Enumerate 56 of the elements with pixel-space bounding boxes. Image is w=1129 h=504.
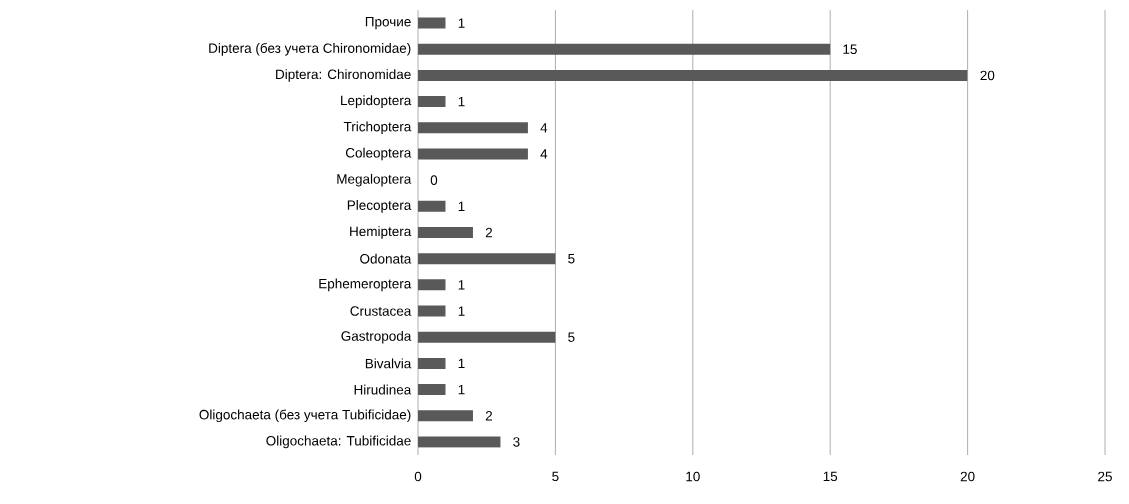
data-label: 15 (843, 44, 857, 54)
bar (418, 253, 556, 265)
x-tick-label: 15 (823, 471, 838, 482)
bar (418, 436, 501, 448)
bar (418, 17, 446, 29)
data-label: 1 (458, 201, 465, 211)
x-tick-label: 10 (686, 471, 700, 482)
y-tick-label: Diptera (без учета Chironomidae) (209, 42, 411, 56)
y-tick-label: Bivalvia (365, 358, 412, 369)
data-label: 1 (458, 96, 465, 107)
x-tick-label: 0 (414, 471, 422, 482)
data-label: 20 (980, 70, 995, 81)
data-label: 4 (540, 123, 548, 133)
bar (418, 331, 556, 343)
bar (418, 410, 473, 422)
y-tick-label: Plecoptera (347, 200, 412, 213)
data-label: 1 (458, 18, 465, 28)
x-tick-label: 5 (552, 471, 559, 482)
bar (418, 69, 968, 81)
bar (418, 227, 473, 238)
y-tick-label: Coleoptera (345, 147, 412, 161)
x-tick-label: 25 (1098, 471, 1112, 482)
bar (418, 305, 446, 317)
y-tick-label: Ephemeroptera (319, 278, 412, 292)
data-label: 5 (568, 253, 575, 264)
data-label: 3 (513, 437, 520, 447)
y-tick-label: Hirudinea (354, 384, 412, 395)
y-tick-label: Oligochaeta: Tubificidae (266, 435, 411, 449)
y-tick-label: Oligochaeta (без учета Tubificidae) (199, 409, 411, 423)
data-label: 5 (568, 332, 575, 342)
bar (418, 384, 446, 396)
data-label: 4 (540, 149, 548, 159)
bar (418, 200, 446, 212)
y-tick-label: Megaloptera (337, 173, 412, 187)
bar (418, 43, 831, 55)
y-tick-label: Hemiptera (350, 226, 412, 239)
bar (418, 122, 528, 134)
y-tick-label: Прочие (365, 17, 411, 30)
data-label: 1 (458, 358, 465, 369)
data-label: 0 (430, 175, 438, 185)
bar (418, 279, 446, 291)
data-label: 2 (485, 227, 492, 238)
y-tick-label: Odonata (360, 253, 412, 264)
y-tick-label: Diptera: Chironomidae (276, 69, 411, 82)
data-label: 1 (458, 384, 465, 395)
data-label: 2 (485, 411, 492, 421)
y-tick-label: Gastropoda (341, 330, 412, 344)
data-label: 1 (458, 306, 465, 316)
bar (418, 357, 446, 369)
x-tick-label: 20 (960, 471, 975, 482)
y-tick-label: Trichoptera (343, 121, 412, 135)
bar (418, 96, 446, 108)
y-tick-label: Lepidoptera (341, 95, 412, 108)
data-label: 1 (458, 280, 465, 290)
bar (418, 148, 528, 160)
y-tick-label: Crustacea (350, 306, 412, 316)
